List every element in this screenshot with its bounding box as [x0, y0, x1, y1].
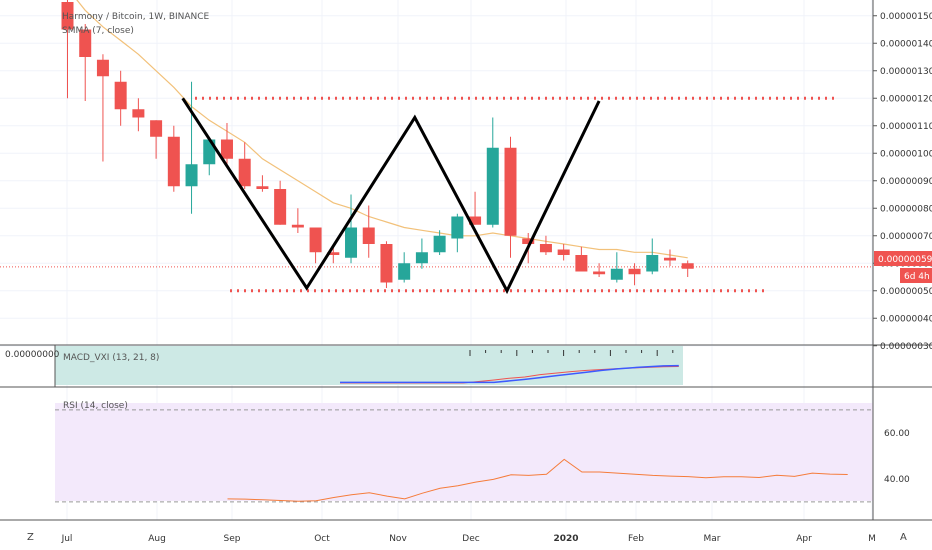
candle-body	[327, 252, 340, 255]
candle-body	[96, 59, 109, 77]
candle-body	[522, 238, 535, 244]
time-axis-label: Apr	[796, 534, 812, 544]
candle-body	[380, 244, 393, 283]
countdown-value: 6d 4h	[904, 272, 930, 282]
candle-body	[220, 139, 233, 159]
smma-line	[76, 0, 688, 259]
candle-body	[167, 136, 180, 187]
candles	[61, 0, 694, 288]
candle-body	[486, 147, 499, 225]
candle-body	[433, 235, 446, 253]
chart-title: Harmony / Bitcoin, 1W, BINANCE	[62, 12, 210, 22]
candle-body	[398, 263, 411, 280]
price-tag-value: 0.00000059	[878, 255, 932, 265]
rsi-line	[55, 409, 873, 503]
price-axis-label: 0.00000050	[880, 287, 932, 297]
candle-body	[593, 271, 606, 275]
candle-body	[415, 252, 428, 264]
macd-line	[340, 364, 679, 384]
time-axis-label: Aug	[148, 534, 166, 544]
price-axis-label: 0.00000040	[880, 314, 932, 324]
rsi-legend: RSI (14, close)	[63, 401, 128, 411]
price-axis-label: 0.00000100	[880, 149, 932, 159]
smma-legend: SMMA (7, close)	[62, 26, 134, 36]
time-axis-label: M	[868, 534, 876, 544]
w-pattern-line	[181, 97, 601, 295]
price-axis-label: 0.00000110	[880, 122, 932, 132]
candle-body	[61, 2, 74, 30]
candle-body	[238, 158, 251, 187]
candle-body	[504, 147, 517, 236]
rsi-axis-label: 60.00	[884, 429, 910, 439]
price-axis-label: 0.00000090	[880, 177, 932, 187]
price-axis-label: 0.00000030	[880, 342, 932, 352]
time-axis-label: Mar	[704, 534, 721, 544]
countdown-tag	[900, 268, 932, 283]
w-pattern-drawing[interactable]	[181, 97, 601, 295]
candle-body	[557, 249, 570, 255]
overlay-lines	[0, 0, 873, 293]
candle-body	[132, 109, 145, 118]
rsi-axis: 60.00 40.00	[884, 429, 910, 485]
candle-body	[79, 29, 92, 57]
time-axis-label: Oct	[314, 534, 330, 544]
candle-body	[114, 81, 127, 110]
time-axis-label: Feb	[628, 534, 644, 544]
price-axis-label: 0.00000070	[880, 232, 932, 242]
time-axis-label: Sep	[224, 534, 241, 544]
price-tag	[874, 251, 932, 266]
candle-body	[575, 255, 588, 272]
rsi-values-line	[227, 458, 848, 502]
macd-legend: MACD_VXI (13, 21, 8)	[63, 353, 159, 363]
candle-body	[274, 189, 287, 225]
candle-body	[185, 164, 198, 187]
candle-body	[362, 227, 375, 244]
candle-body	[291, 224, 304, 228]
price-axis-label: 0.00000120	[880, 94, 932, 104]
candle-body	[256, 186, 269, 189]
time-axis-label: 2020	[553, 534, 578, 544]
macd-lines	[340, 350, 679, 384]
macd-background	[55, 346, 683, 385]
auto-scale-button[interactable]: A	[900, 532, 907, 543]
price-axis-label: 0.00000080	[880, 204, 932, 214]
time-axis-label: Nov	[389, 534, 407, 544]
candle-body	[469, 216, 482, 225]
candle-body	[646, 255, 659, 272]
candle-body	[451, 216, 464, 239]
price-axis-label: 0.00000150	[880, 12, 932, 22]
candle-body	[539, 244, 552, 253]
rsi-axis-label: 40.00	[884, 475, 910, 485]
rsi-background	[55, 403, 873, 501]
price-axis[interactable]: 0.00000150 0.00000140 0.00000130 0.00000120…	[873, 12, 932, 352]
zoom-button[interactable]: Z	[27, 532, 34, 543]
candle-body	[681, 263, 694, 269]
candle-body	[610, 268, 623, 280]
time-axis-label: Dec	[462, 534, 479, 544]
time-axis-label: Jul	[61, 534, 73, 544]
candle-body	[663, 257, 676, 261]
candle-body	[345, 227, 358, 258]
macd-scale-label: 0.00000000	[5, 350, 60, 360]
price-axis-label: 0.00000130	[880, 67, 932, 77]
candle-body	[309, 227, 322, 253]
time-axis[interactable]: Jul Aug Sep Oct Nov Dec 2020 Feb Mar Apr M	[61, 534, 876, 544]
candle-body	[628, 268, 641, 275]
candle-body	[150, 120, 163, 137]
price-axis-label: 0.00000140	[880, 39, 932, 49]
